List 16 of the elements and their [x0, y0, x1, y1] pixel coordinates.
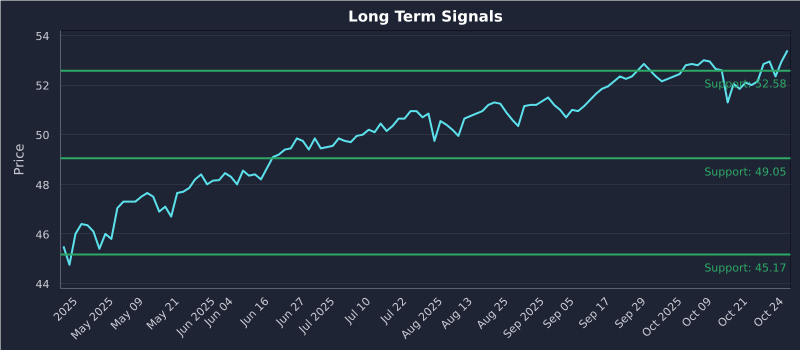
- y-tick-label: 52: [36, 80, 50, 93]
- y-tick-label: 54: [36, 30, 50, 43]
- y-tick-label: 46: [36, 228, 50, 242]
- ref-line-label: Support: 45.17: [704, 262, 787, 275]
- x-tick-label: Jul 10: [342, 294, 374, 327]
- y-tick-label: 50: [36, 129, 50, 142]
- chart-title: Long Term Signals: [348, 8, 503, 26]
- x-tick-label: Sep 17: [576, 294, 613, 332]
- x-tick-label: Jun 16: [237, 294, 272, 330]
- ref-line-label: Support: 49.05: [704, 165, 787, 178]
- y-axis-title: Price: [12, 144, 28, 176]
- x-tick-label: Oct 21: [715, 294, 750, 330]
- x-tick-label: Oct 24: [751, 294, 786, 330]
- y-tick-label: 44: [36, 278, 50, 292]
- x-tick-label: Jul 22: [377, 294, 410, 327]
- y-tick-label: 48: [36, 178, 50, 192]
